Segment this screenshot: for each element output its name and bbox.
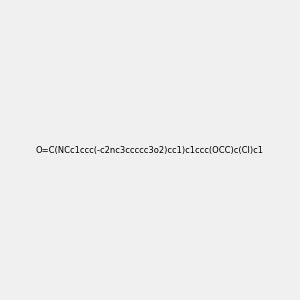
Text: O=C(NCc1ccc(-c2nc3ccccc3o2)cc1)c1ccc(OCC)c(Cl)c1: O=C(NCc1ccc(-c2nc3ccccc3o2)cc1)c1ccc(OCC…	[36, 146, 264, 154]
